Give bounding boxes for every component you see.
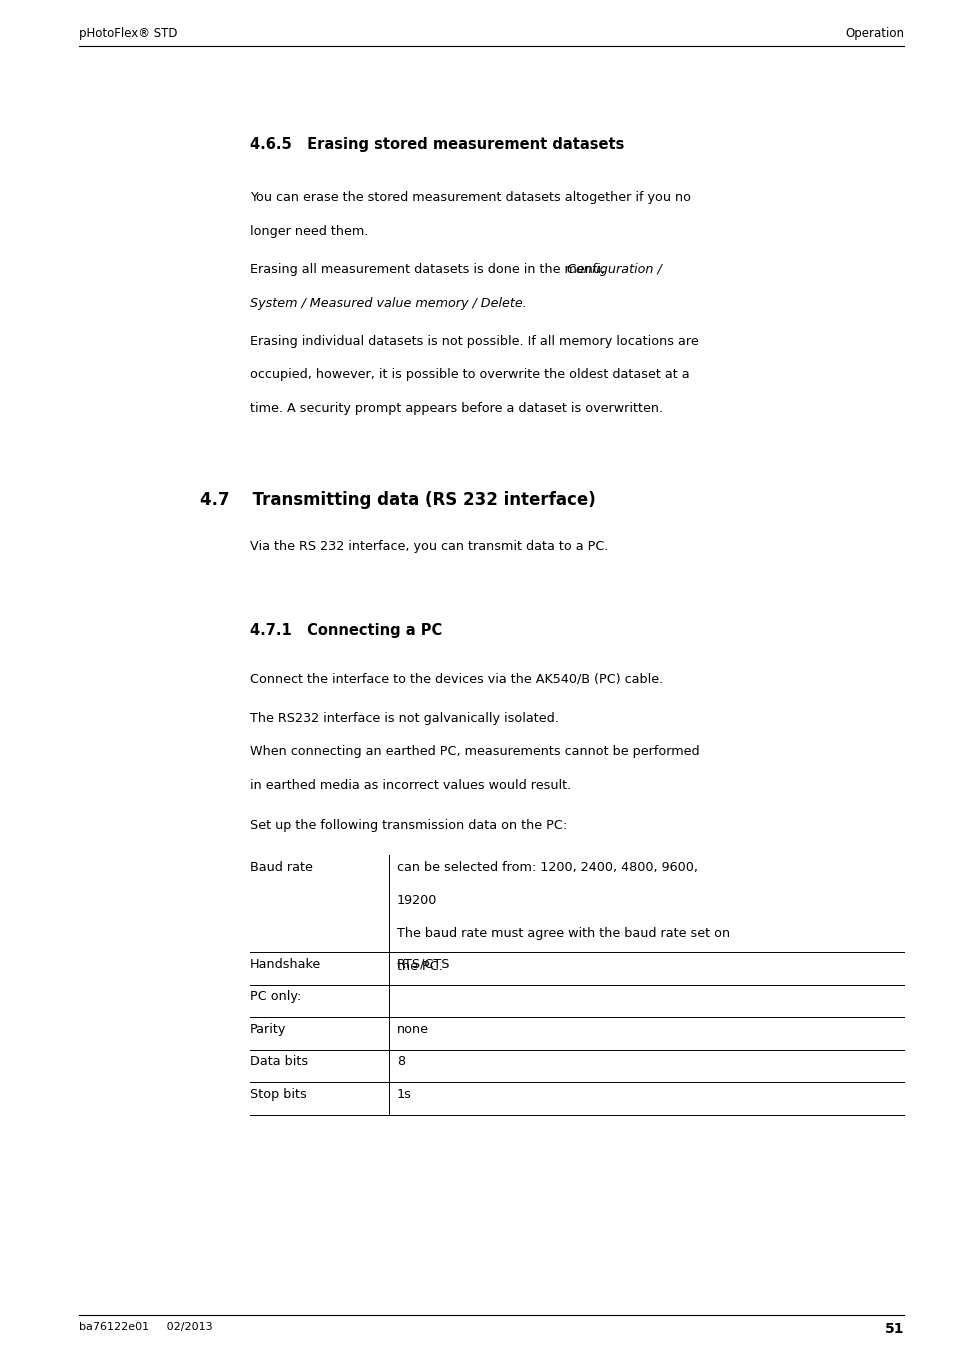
Text: Erasing individual datasets is not possible. If all memory locations are: Erasing individual datasets is not possi… — [250, 335, 698, 349]
Text: Baud rate: Baud rate — [250, 861, 313, 874]
Text: 19200: 19200 — [396, 893, 436, 907]
Text: none: none — [396, 1023, 429, 1036]
Text: the PC.: the PC. — [396, 959, 442, 973]
Text: 1s: 1s — [396, 1088, 412, 1101]
Text: When connecting an earthed PC, measurements cannot be performed: When connecting an earthed PC, measureme… — [250, 746, 699, 758]
Text: Erasing all measurement datasets is done in the menu,: Erasing all measurement datasets is done… — [250, 263, 608, 276]
Text: 4.7.1   Connecting a PC: 4.7.1 Connecting a PC — [250, 624, 442, 639]
Text: Connect the interface to the devices via the AK540/B (PC) cable.: Connect the interface to the devices via… — [250, 673, 662, 685]
Text: pHotoFlex® STD: pHotoFlex® STD — [79, 27, 177, 39]
Text: can be selected from: 1200, 2400, 4800, 9600,: can be selected from: 1200, 2400, 4800, … — [396, 861, 698, 874]
Text: occupied, however, it is possible to overwrite the oldest dataset at a: occupied, however, it is possible to ove… — [250, 369, 689, 381]
Text: Data bits: Data bits — [250, 1055, 308, 1069]
Text: 8: 8 — [396, 1055, 405, 1069]
Text: PC only:: PC only: — [250, 990, 301, 1004]
Text: RTS/CTS: RTS/CTS — [396, 958, 450, 971]
Text: Configuration /: Configuration / — [566, 263, 660, 276]
Text: You can erase the stored measurement datasets altogether if you no: You can erase the stored measurement dat… — [250, 192, 690, 204]
Text: Via the RS 232 interface, you can transmit data to a PC.: Via the RS 232 interface, you can transm… — [250, 540, 608, 553]
Text: Operation: Operation — [844, 27, 903, 39]
Text: The baud rate must agree with the baud rate set on: The baud rate must agree with the baud r… — [396, 927, 729, 939]
Text: 51: 51 — [884, 1321, 903, 1336]
Text: in earthed media as incorrect values would result.: in earthed media as incorrect values wou… — [250, 780, 571, 792]
Text: Handshake: Handshake — [250, 958, 321, 971]
Text: 4.7    Transmitting data (RS 232 interface): 4.7 Transmitting data (RS 232 interface) — [200, 492, 596, 509]
Text: Stop bits: Stop bits — [250, 1088, 306, 1101]
Text: The RS232 interface is not galvanically isolated.: The RS232 interface is not galvanically … — [250, 712, 558, 725]
Text: Set up the following transmission data on the PC:: Set up the following transmission data o… — [250, 819, 567, 832]
Text: ba76122e01     02/2013: ba76122e01 02/2013 — [79, 1321, 213, 1332]
Text: time. A security prompt appears before a dataset is overwritten.: time. A security prompt appears before a… — [250, 403, 662, 415]
Text: System / Measured value memory / Delete.: System / Measured value memory / Delete. — [250, 297, 526, 309]
Text: longer need them.: longer need them. — [250, 224, 368, 238]
Text: Parity: Parity — [250, 1023, 286, 1036]
Text: 4.6.5   Erasing stored measurement datasets: 4.6.5 Erasing stored measurement dataset… — [250, 138, 623, 153]
